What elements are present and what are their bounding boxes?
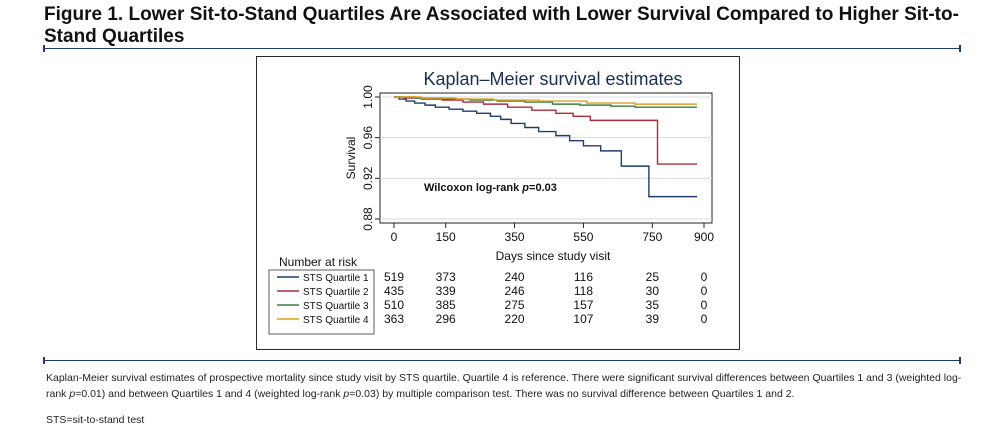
wilcoxon-annotation: Wilcoxon log-rank p=0.03 <box>424 182 557 194</box>
risk-count: 296 <box>436 312 456 326</box>
x-tick-label: 900 <box>694 230 714 244</box>
plot-area: 0.88 0.92 0.96 1.00 0 150 350 550 750 900 Wilcoxon… <box>361 85 714 244</box>
legend-label-quartile-3: STS Quartile 3 <box>303 301 369 312</box>
rule-end-left <box>43 45 45 52</box>
risk-table: STS Quartile 1 519 373 240 116 25 0 STS Quartil… <box>277 270 708 326</box>
figure-title: Figure 1. Lower Sit-to-Stand Quartiles A… <box>44 4 959 47</box>
y-tick-label: 0.96 <box>361 126 375 150</box>
risk-count: 39 <box>646 312 660 326</box>
risk-count: 35 <box>646 298 660 312</box>
risk-count: 435 <box>384 284 404 298</box>
caption-text: Kaplan-Meier survival estimates of prosp… <box>46 372 962 400</box>
y-tick-label: 0.88 <box>361 207 375 231</box>
legend-label-quartile-2: STS Quartile 2 <box>303 287 369 298</box>
plot-border <box>379 92 713 224</box>
x-tick-label: 550 <box>573 230 593 244</box>
risk-count: 373 <box>436 270 456 284</box>
y-tick-label: 1.00 <box>361 85 375 109</box>
x-tick-label: 750 <box>642 230 662 244</box>
risk-count: 0 <box>701 270 708 284</box>
risk-count: 240 <box>505 270 525 284</box>
risk-count: 246 <box>505 284 525 298</box>
caption-p: p <box>69 388 76 400</box>
risk-count: 363 <box>384 312 404 326</box>
chart-frame: Kaplan–Meier survival estimates 0.88 0.92… <box>256 56 740 350</box>
figure-caption: Kaplan-Meier survival estimates of prosp… <box>46 370 966 402</box>
risk-count: 116 <box>574 270 593 284</box>
x-tick-label: 0 <box>391 230 398 244</box>
risk-count: 0 <box>701 284 708 298</box>
risk-count: 118 <box>574 284 593 298</box>
title-rule <box>43 45 961 52</box>
caption-text: =0.01) and between Quartiles 1 and 4 (we… <box>75 388 344 400</box>
risk-count: 0 <box>701 312 708 326</box>
rule-end-right <box>959 357 961 364</box>
risk-count: 339 <box>436 284 456 298</box>
risk-table-title: Number at risk <box>279 255 358 269</box>
risk-count: 275 <box>505 298 525 312</box>
rule-end-left <box>43 357 45 364</box>
km-curve-quartile-1 <box>394 96 698 198</box>
risk-count: 519 <box>384 270 404 284</box>
footnote: STS=sit-to-stand test <box>46 414 145 426</box>
y-axis-label: Survival <box>344 137 358 180</box>
x-tick-label: 350 <box>505 230 525 244</box>
km-curve-quartile-4 <box>394 96 698 105</box>
risk-count: 107 <box>573 312 593 326</box>
legend-box <box>268 269 375 335</box>
risk-count: 510 <box>384 298 404 312</box>
rule-end-right <box>959 45 961 52</box>
caption-rule <box>43 357 961 364</box>
x-axis-label: Days since study visit <box>496 249 611 263</box>
chart-title: Kaplan–Meier survival estimates <box>423 69 682 89</box>
risk-count: 220 <box>505 312 525 326</box>
legend-label-quartile-4: STS Quartile 4 <box>303 315 369 326</box>
risk-count: 0 <box>701 298 708 312</box>
caption-p: p <box>343 388 350 400</box>
risk-count: 385 <box>436 298 456 312</box>
km-curve-quartile-2 <box>394 96 698 165</box>
risk-count: 25 <box>646 270 660 284</box>
caption-text: =0.03) by multiple comparison test. Ther… <box>349 388 795 400</box>
km-chart: Kaplan–Meier survival estimates 0.88 0.92… <box>257 57 739 349</box>
risk-count: 30 <box>646 284 660 298</box>
x-tick-label: 150 <box>436 230 456 244</box>
y-tick-label: 0.92 <box>361 166 375 190</box>
legend-label-quartile-1: STS Quartile 1 <box>303 273 369 284</box>
risk-count: 157 <box>573 298 593 312</box>
